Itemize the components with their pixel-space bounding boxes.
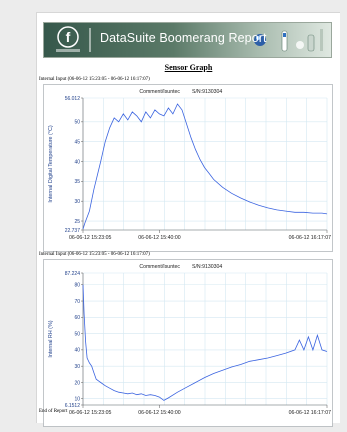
x-tick-label: 06-06-12 15:23:05: [69, 410, 112, 416]
y-tick-label: 40: [74, 159, 80, 165]
x-tick-label: 06-06-12 15:23:05: [69, 235, 112, 241]
chart-range-caption: Internal Input (06-06-12 15:23:05 - 06-0…: [39, 252, 150, 257]
x-tick-label: 06-06-12 16:17:07: [289, 410, 332, 416]
series-line: [82, 103, 328, 230]
chart-comment: Comment/Isuntec: [139, 264, 180, 270]
page-title: Sensor Graph: [164, 63, 213, 72]
y-tick-label: 70: [74, 299, 80, 305]
banner-artwork: f: [44, 23, 331, 57]
y-tick-label: 22.737: [65, 228, 81, 234]
report-banner: f DataSuite Boomerang Report: [43, 22, 332, 58]
y-tick-label: 20: [74, 380, 80, 386]
chart-comment: Comment/Isuntec: [139, 89, 180, 95]
y-tick-label: 50: [74, 120, 80, 126]
report-page: f DataSuite Boomerang Report Sensor Grap…: [36, 12, 340, 427]
y-tick-label: 25: [74, 219, 80, 225]
y-axis-label: Internal RH (%): [48, 320, 54, 357]
x-tick-label: 06-06-12 15:40:00: [138, 235, 181, 241]
y-tick-label: 30: [74, 364, 80, 370]
svg-text:f: f: [66, 29, 71, 45]
y-tick-label: 50: [74, 331, 80, 337]
y-tick-label: 80: [74, 283, 80, 289]
y-tick-label: 10: [74, 397, 80, 403]
y-tick-label: 6.1512: [65, 403, 81, 409]
y-tick-label: 40: [74, 348, 80, 354]
chart-range-caption: Internal Input (06-06-12 15:23:05 - 06-0…: [39, 77, 150, 82]
y-tick-label: 56.012: [65, 96, 81, 102]
company-logo-icon: [57, 26, 79, 48]
x-tick-label: 06-06-12 15:40:00: [138, 410, 181, 416]
series-line: [82, 284, 328, 401]
y-tick-label: 35: [74, 179, 80, 185]
temperature-chart: 56.012 50 45 40 35 30 25 22.737 06-06-12 15:23:0…: [43, 84, 333, 252]
banner-title: DataSuite Boomerang Report: [100, 31, 267, 45]
end-of-report-note: End of Report: [39, 409, 68, 414]
logger-icon: [307, 34, 315, 52]
y-tick-label: 30: [74, 199, 80, 205]
y-tick-label: 87.224: [65, 271, 81, 277]
humidity-chart: 87.224 80 70 60 50 40 30 20 10 6.1512 06-06-12 15:…: [43, 259, 333, 427]
x-tick-label: 06-06-12 16:17:07: [289, 235, 332, 241]
chart-serial-number: S/N:9130304: [192, 264, 222, 270]
y-axis-label: Internal Digital Temperature (°C): [48, 125, 54, 202]
chart-frame: [43, 84, 333, 252]
chart-serial-number: S/N:9130304: [192, 89, 222, 95]
y-tick-label: 60: [74, 315, 80, 321]
y-tick-label: 45: [74, 139, 80, 145]
